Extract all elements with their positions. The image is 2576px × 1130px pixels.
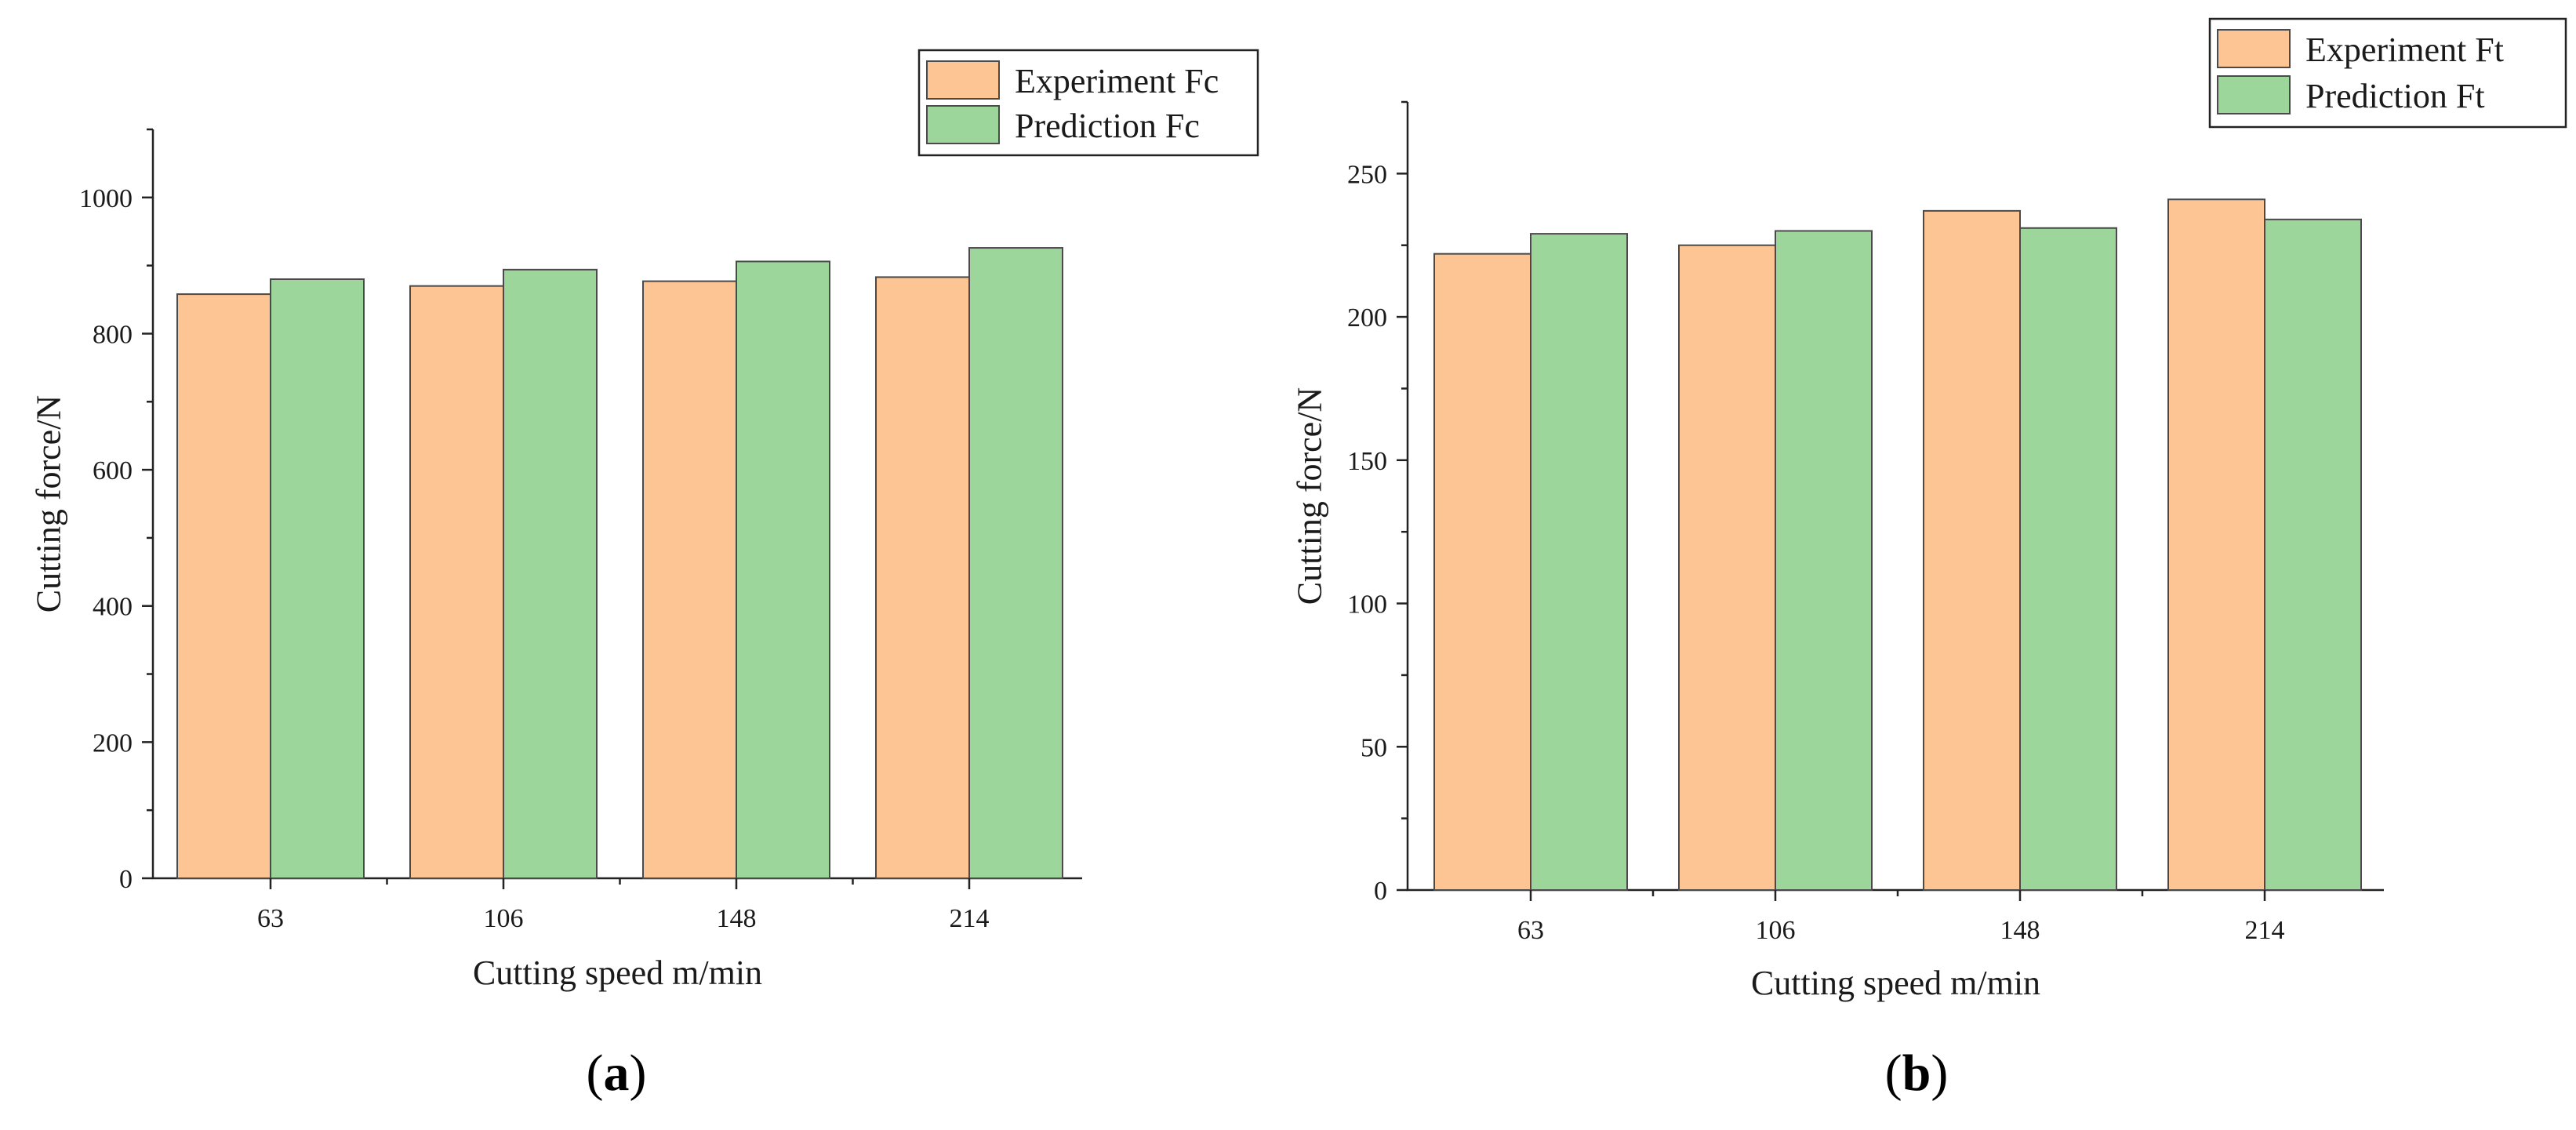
bar-experiment-106 (1678, 244, 1776, 891)
legend-swatch-experiment (2217, 29, 2291, 68)
bar-experiment-214 (2167, 198, 2265, 892)
x-tick-label: 214 (2245, 916, 2285, 945)
legend-label-prediction: Prediction Ft (2305, 77, 2485, 115)
legend-label-experiment: Experiment Ft (2305, 31, 2504, 69)
bar-experiment-214 (875, 276, 970, 879)
y-tick-label: 0 (1374, 877, 1387, 906)
y-axis-title: Cutting force/N (1291, 387, 1329, 605)
x-tick-label: 63 (257, 904, 284, 933)
bar-experiment-63 (1433, 253, 1531, 891)
bar-prediction-63 (270, 278, 365, 879)
panel-caption: (a) (587, 1045, 647, 1102)
legend-swatch-prediction (2217, 75, 2291, 114)
x-tick-label: 106 (484, 904, 524, 933)
x-tick-label: 214 (950, 904, 990, 933)
legend-label-prediction: Prediction Fc (1015, 107, 1200, 145)
panel-caption-close: ) (1931, 1045, 1948, 1102)
y-tick-label: 0 (119, 865, 133, 894)
y-axis-title: Cutting force/N (30, 395, 68, 612)
bar-prediction-106 (503, 268, 598, 879)
y-tick-label: 50 (1361, 733, 1387, 762)
bar-prediction-214 (2264, 218, 2362, 891)
legend-swatch-prediction (926, 105, 1000, 144)
bar-prediction-148 (2019, 227, 2117, 891)
panel-caption-letter: a (604, 1045, 630, 1102)
x-tick-label: 148 (2000, 916, 2040, 945)
panel-caption-open: ( (1885, 1045, 1902, 1102)
legend-label-experiment: Experiment Fc (1015, 62, 1219, 100)
bar-experiment-106 (409, 285, 504, 879)
x-axis-title: Cutting speed m/min (473, 954, 762, 992)
x-tick-label: 148 (717, 904, 757, 933)
panel-caption-close: ) (630, 1045, 647, 1102)
y-tick-label: 600 (93, 456, 133, 485)
bar-prediction-148 (736, 260, 830, 880)
y-tick-label: 400 (93, 593, 133, 622)
x-axis-title: Cutting speed m/min (1751, 964, 2040, 1002)
y-tick-label: 200 (93, 729, 133, 758)
panel-caption-open: ( (587, 1045, 604, 1102)
bar-prediction-214 (968, 247, 1063, 879)
panel-caption: (b) (1885, 1045, 1949, 1102)
bar-experiment-148 (1923, 209, 2021, 891)
bar-experiment-63 (176, 293, 271, 880)
y-tick-label: 150 (1347, 447, 1387, 476)
x-tick-label: 63 (1517, 916, 1544, 945)
x-tick-label: 106 (1756, 916, 1796, 945)
y-tick-label: 800 (93, 320, 133, 349)
bar-experiment-148 (642, 280, 737, 879)
y-tick-label: 250 (1347, 160, 1387, 189)
bar-prediction-63 (1530, 233, 1628, 892)
legend-swatch-experiment (926, 60, 1000, 100)
chart-b: 0 50 100 150 200 250 63 106 148 214 Cutting speed … (1291, 17, 2567, 1102)
y-tick-label: 200 (1347, 303, 1387, 332)
panel-caption-letter: b (1902, 1045, 1931, 1102)
y-tick-label: 100 (1347, 590, 1387, 620)
y-tick-label: 1000 (79, 184, 133, 213)
chart-a: 0 200 400 600 800 1000 63 106 148 214 Cutting spee… (30, 49, 1259, 1102)
bar-prediction-106 (1775, 230, 1873, 892)
